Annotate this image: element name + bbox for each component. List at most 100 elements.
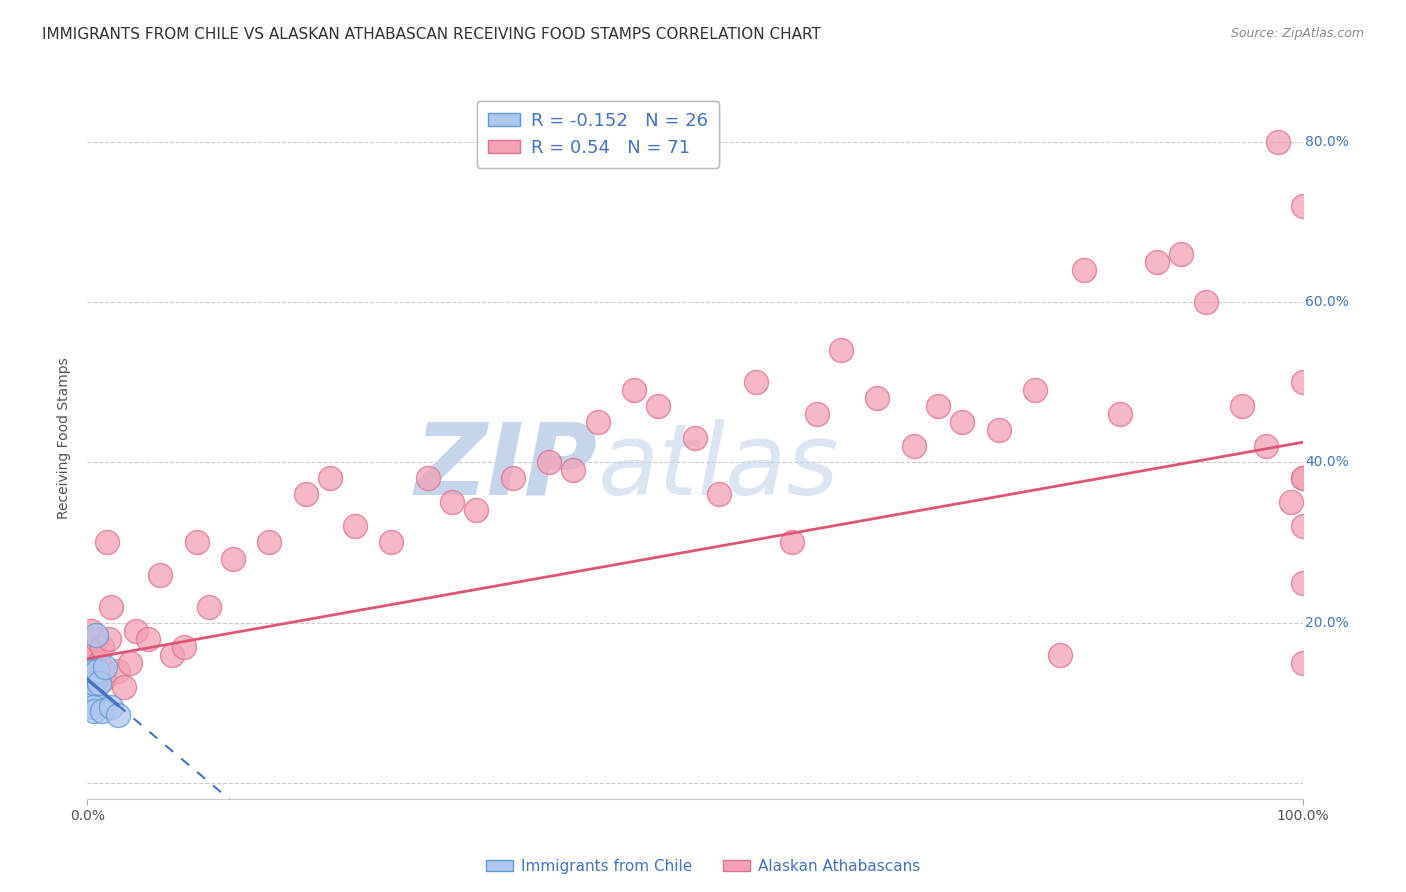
Alaskan Athabascans (125, 624, 148, 638)
Immigrants from Chile (80, 688, 103, 702)
Alaskan Athabascans (866, 391, 889, 405)
Alaskan Athabascans (1267, 135, 1289, 149)
Alaskan Athabascans (319, 471, 342, 485)
Immigrants from Chile (80, 675, 103, 690)
Alaskan Athabascans (538, 455, 561, 469)
Alaskan Athabascans (93, 672, 115, 686)
Alaskan Athabascans (259, 535, 281, 549)
Immigrants from Chile (83, 675, 105, 690)
Immigrants from Chile (80, 683, 103, 698)
Alaskan Athabascans (79, 640, 101, 654)
Alaskan Athabascans (83, 648, 105, 662)
Alaskan Athabascans (80, 648, 103, 662)
Immigrants from Chile (83, 704, 105, 718)
Immigrants from Chile (82, 699, 104, 714)
Alaskan Athabascans (82, 672, 104, 686)
Alaskan Athabascans (1292, 471, 1315, 485)
Immigrants from Chile (94, 659, 117, 673)
Alaskan Athabascans (80, 656, 103, 670)
Immigrants from Chile (90, 704, 112, 718)
Alaskan Athabascans (1109, 407, 1132, 421)
Alaskan Athabascans (1024, 383, 1046, 397)
Alaskan Athabascans (112, 680, 135, 694)
Text: 80.0%: 80.0% (1305, 135, 1350, 149)
Alaskan Athabascans (107, 664, 129, 678)
Immigrants from Chile (79, 680, 101, 694)
Immigrants from Chile (79, 667, 101, 681)
Alaskan Athabascans (623, 383, 645, 397)
Immigrants from Chile (100, 699, 122, 714)
Alaskan Athabascans (950, 415, 973, 429)
Text: ZIP: ZIP (415, 418, 598, 516)
Alaskan Athabascans (830, 343, 852, 357)
Immigrants from Chile (79, 673, 101, 688)
Alaskan Athabascans (186, 535, 208, 549)
Alaskan Athabascans (1146, 255, 1168, 269)
Alaskan Athabascans (295, 487, 318, 501)
Alaskan Athabascans (1256, 439, 1278, 453)
Alaskan Athabascans (1194, 295, 1216, 310)
Alaskan Athabascans (465, 503, 488, 517)
Alaskan Athabascans (1292, 471, 1315, 485)
Alaskan Athabascans (80, 624, 103, 638)
Text: atlas: atlas (598, 418, 839, 516)
Alaskan Athabascans (89, 656, 111, 670)
Alaskan Athabascans (1279, 495, 1302, 509)
Immigrants from Chile (80, 696, 103, 710)
Immigrants from Chile (80, 683, 103, 698)
Alaskan Athabascans (562, 463, 585, 477)
Alaskan Athabascans (1292, 656, 1315, 670)
Alaskan Athabascans (1292, 375, 1315, 389)
Alaskan Athabascans (222, 551, 245, 566)
Immigrants from Chile (84, 628, 107, 642)
Alaskan Athabascans (987, 423, 1010, 437)
Immigrants from Chile (82, 664, 104, 678)
Alaskan Athabascans (745, 375, 768, 389)
Alaskan Athabascans (1230, 399, 1253, 413)
Alaskan Athabascans (197, 599, 219, 614)
Alaskan Athabascans (118, 656, 141, 670)
Immigrants from Chile (79, 664, 101, 678)
Immigrants from Chile (89, 675, 111, 690)
Alaskan Athabascans (647, 399, 669, 413)
Alaskan Athabascans (683, 431, 706, 445)
Alaskan Athabascans (927, 399, 949, 413)
Legend: R = -0.152   N = 26, R = 0.54   N = 71: R = -0.152 N = 26, R = 0.54 N = 71 (477, 101, 718, 168)
Alaskan Athabascans (903, 439, 925, 453)
Alaskan Athabascans (1292, 199, 1315, 213)
Immigrants from Chile (107, 707, 129, 722)
Immigrants from Chile (86, 664, 108, 678)
Text: 20.0%: 20.0% (1305, 615, 1348, 630)
Alaskan Athabascans (1073, 263, 1095, 277)
Immigrants from Chile (77, 667, 100, 681)
Alaskan Athabascans (1170, 247, 1192, 261)
Alaskan Athabascans (440, 495, 463, 509)
Alaskan Athabascans (586, 415, 609, 429)
Immigrants from Chile (82, 691, 104, 706)
Legend: Immigrants from Chile, Alaskan Athabascans: Immigrants from Chile, Alaskan Athabasca… (479, 853, 927, 880)
Alaskan Athabascans (806, 407, 828, 421)
Alaskan Athabascans (98, 632, 121, 646)
Alaskan Athabascans (502, 471, 524, 485)
Alaskan Athabascans (136, 632, 159, 646)
Alaskan Athabascans (79, 664, 101, 678)
Text: 40.0%: 40.0% (1305, 455, 1348, 469)
Alaskan Athabascans (77, 672, 100, 686)
Text: 60.0%: 60.0% (1305, 295, 1350, 309)
Y-axis label: Receiving Food Stamps: Receiving Food Stamps (58, 358, 72, 519)
Alaskan Athabascans (173, 640, 195, 654)
Alaskan Athabascans (1292, 519, 1315, 533)
Immigrants from Chile (77, 672, 100, 686)
Alaskan Athabascans (84, 632, 107, 646)
Alaskan Athabascans (416, 471, 439, 485)
Alaskan Athabascans (1292, 575, 1315, 590)
Alaskan Athabascans (82, 664, 104, 678)
Alaskan Athabascans (780, 535, 803, 549)
Alaskan Athabascans (149, 567, 172, 582)
Immigrants from Chile (77, 675, 100, 690)
Immigrants from Chile (80, 667, 103, 681)
Alaskan Athabascans (343, 519, 366, 533)
Alaskan Athabascans (90, 640, 112, 654)
Text: Source: ZipAtlas.com: Source: ZipAtlas.com (1230, 27, 1364, 40)
Text: IMMIGRANTS FROM CHILE VS ALASKAN ATHABASCAN RECEIVING FOOD STAMPS CORRELATION CH: IMMIGRANTS FROM CHILE VS ALASKAN ATHABAS… (42, 27, 821, 42)
